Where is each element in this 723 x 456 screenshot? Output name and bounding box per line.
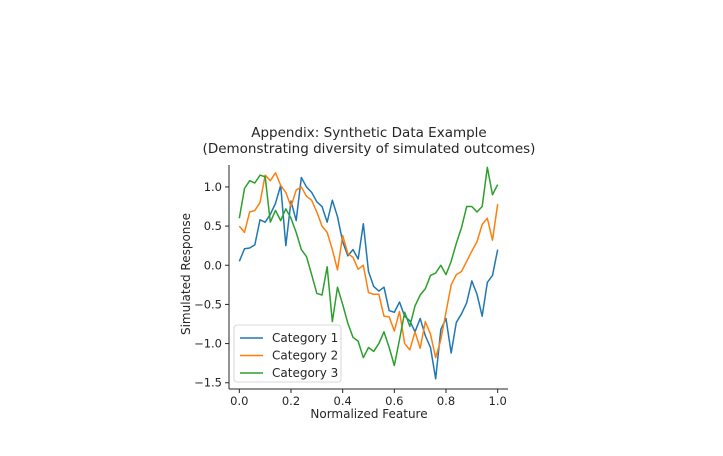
x-tick-label: 0.2 (282, 394, 300, 408)
y-tick-label: −0.5 (194, 297, 222, 311)
y-tick-label: 0.0 (204, 258, 222, 272)
y-tick-label: 0.5 (204, 219, 222, 233)
x-tick-label: 0.0 (230, 394, 248, 408)
x-axis-label: Normalized Feature (310, 407, 427, 421)
y-axis-ticks: −1.5 −1.0 −0.5 0.0 0.5 1.0 (194, 180, 229, 390)
legend-label-category-2: Category 2 (272, 349, 338, 363)
series-line-category-3 (238, 166, 499, 367)
x-tick-label: 0.8 (437, 394, 455, 408)
y-tick-label: −1.5 (194, 376, 222, 390)
chart-subtitle: (Demonstrating diversity of simulated ou… (203, 141, 536, 157)
legend-label-category-3: Category 3 (272, 366, 338, 380)
x-axis-ticks: 0.0 0.2 0.4 0.6 0.8 1.0 (230, 389, 507, 408)
series-layer (238, 166, 499, 380)
y-tick-label: −1.0 (194, 337, 222, 351)
chart-title: Appendix: Synthetic Data Example (251, 125, 487, 141)
legend-box (233, 324, 342, 383)
series-line-category-1 (238, 176, 499, 380)
legend-items: Category 1 Category 2 Category 3 (240, 331, 338, 380)
y-axis-label: Simulated Response (179, 213, 193, 335)
legend: Category 1 Category 2 Category 3 (233, 324, 342, 383)
x-tick-label: 0.6 (385, 394, 403, 408)
series-line-category-2 (238, 172, 499, 359)
y-tick-label: 1.0 (204, 180, 222, 194)
x-tick-label: 1.0 (489, 394, 507, 408)
legend-label-category-1: Category 1 (272, 331, 338, 345)
x-tick-label: 0.4 (334, 394, 352, 408)
